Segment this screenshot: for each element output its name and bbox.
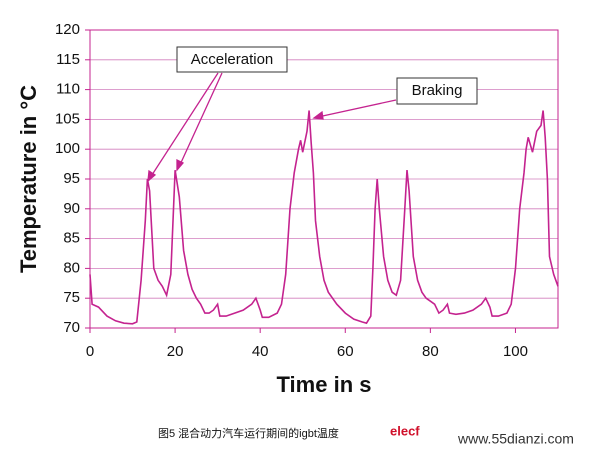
x-tick-label: 0 [86, 343, 94, 360]
plot-frame [89, 29, 559, 329]
caption: 图5 混合动力汽车运行期间的igbt温度 [158, 426, 339, 440]
annotation: Acceleration [191, 51, 274, 68]
y-tick-label: 75 [63, 289, 80, 306]
x-tick-label: 60 [337, 343, 354, 360]
annotation: Braking [412, 82, 463, 99]
x-tick-label: 20 [167, 343, 184, 360]
y-tick-label: 80 [63, 259, 80, 276]
y-tick-label: 95 [63, 170, 80, 187]
y-tick-label: 85 [63, 230, 80, 247]
y-tick-label: 110 [56, 81, 80, 98]
data-line [89, 110, 559, 325]
annotation-box [396, 77, 478, 105]
y-tick-label: 90 [63, 200, 80, 217]
y-axis-title: Temperature in °C [16, 85, 41, 273]
website: www.55dianzi.com [457, 431, 574, 447]
y-tick-label: 70 [63, 319, 80, 336]
watermark: elecf [390, 423, 420, 438]
x-tick-label: 40 [252, 343, 269, 360]
y-tick-label: 115 [56, 51, 80, 68]
x-tick-label: 80 [422, 343, 439, 360]
x-axis-title: Time in s [277, 372, 372, 397]
annotation-box [176, 46, 288, 73]
y-tick-label: 120 [55, 21, 80, 38]
y-tick-label: 105 [55, 110, 80, 127]
arrows [147, 72, 397, 183]
x-tick-label: 100 [503, 343, 528, 360]
y-tick-label: 100 [55, 140, 80, 157]
